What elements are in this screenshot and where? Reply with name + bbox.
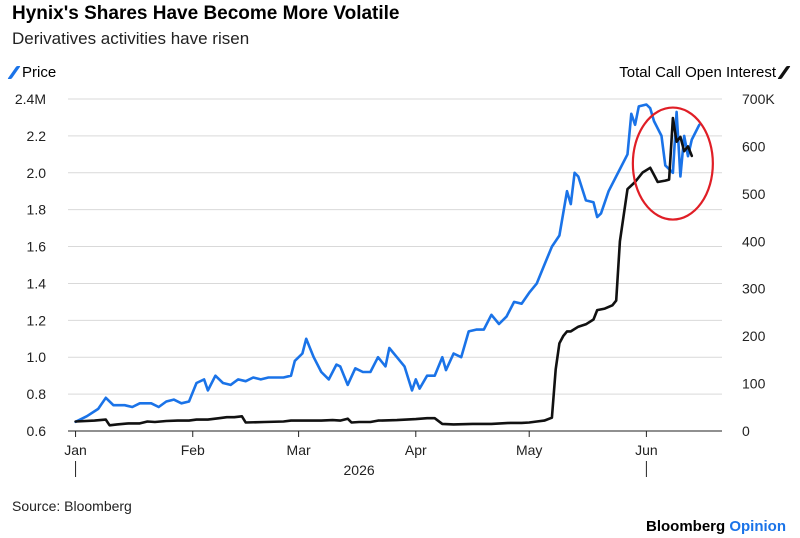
x-tick-label: Mar <box>287 442 311 458</box>
legend-price-label: Price <box>22 64 57 81</box>
y-right-tick-label: 400 <box>742 233 766 249</box>
y-right-tick-label: 500 <box>742 186 766 202</box>
source-note: Source: Bloomberg <box>12 498 132 514</box>
y-right-tick-label: 300 <box>742 281 766 297</box>
chart-title: Hynix's Shares Have Become More Volatile <box>12 3 400 24</box>
y-right-tick-label: 600 <box>742 138 766 154</box>
x-tick-label: Apr <box>405 442 427 458</box>
y-left-tick-label: 1.8 <box>27 202 47 218</box>
y-left-tick-label: 1.2 <box>27 312 47 328</box>
brand-name: Bloomberg <box>646 518 726 535</box>
x-tick-label: Jan <box>64 442 87 458</box>
y-left-tick-label: 1.4 <box>27 275 47 291</box>
y-right-tick-label: 700K <box>742 91 775 107</box>
y-left-tick-label: 2.0 <box>27 165 47 181</box>
x-tick-label: Jun <box>635 442 658 458</box>
y-right-tick-label: 0 <box>742 423 750 439</box>
y-left-tick-label: 0.6 <box>27 423 47 439</box>
y-right-tick-label: 200 <box>742 328 766 344</box>
y-left-tick-label: 2.2 <box>27 128 47 144</box>
brand-logo: Bloomberg Opinion <box>646 518 786 535</box>
y-right-tick-label: 100 <box>742 376 766 392</box>
price-series-line <box>74 103 701 424</box>
y-left-tick-label: 0.8 <box>27 386 47 402</box>
y-left-tick-label: 1.0 <box>27 349 47 365</box>
legend-call-oi-label: Total Call Open Interest <box>619 64 776 81</box>
y-left-tick-label: 1.6 <box>27 239 47 255</box>
x-tick-label: Feb <box>181 442 205 458</box>
legend-price: Price <box>7 64 57 81</box>
x-year-label: 2026 <box>344 462 375 478</box>
x-tick-label: May <box>516 442 542 458</box>
chart-subtitle: Derivatives activities have risen <box>12 29 250 48</box>
brand-section: Opinion <box>729 518 786 535</box>
legend-call-oi: Total Call Open Interest <box>619 64 791 81</box>
call-oi-series-line <box>74 116 694 427</box>
annotation-circle <box>631 106 714 221</box>
y-left-tick-label: 2.4M <box>15 91 46 107</box>
